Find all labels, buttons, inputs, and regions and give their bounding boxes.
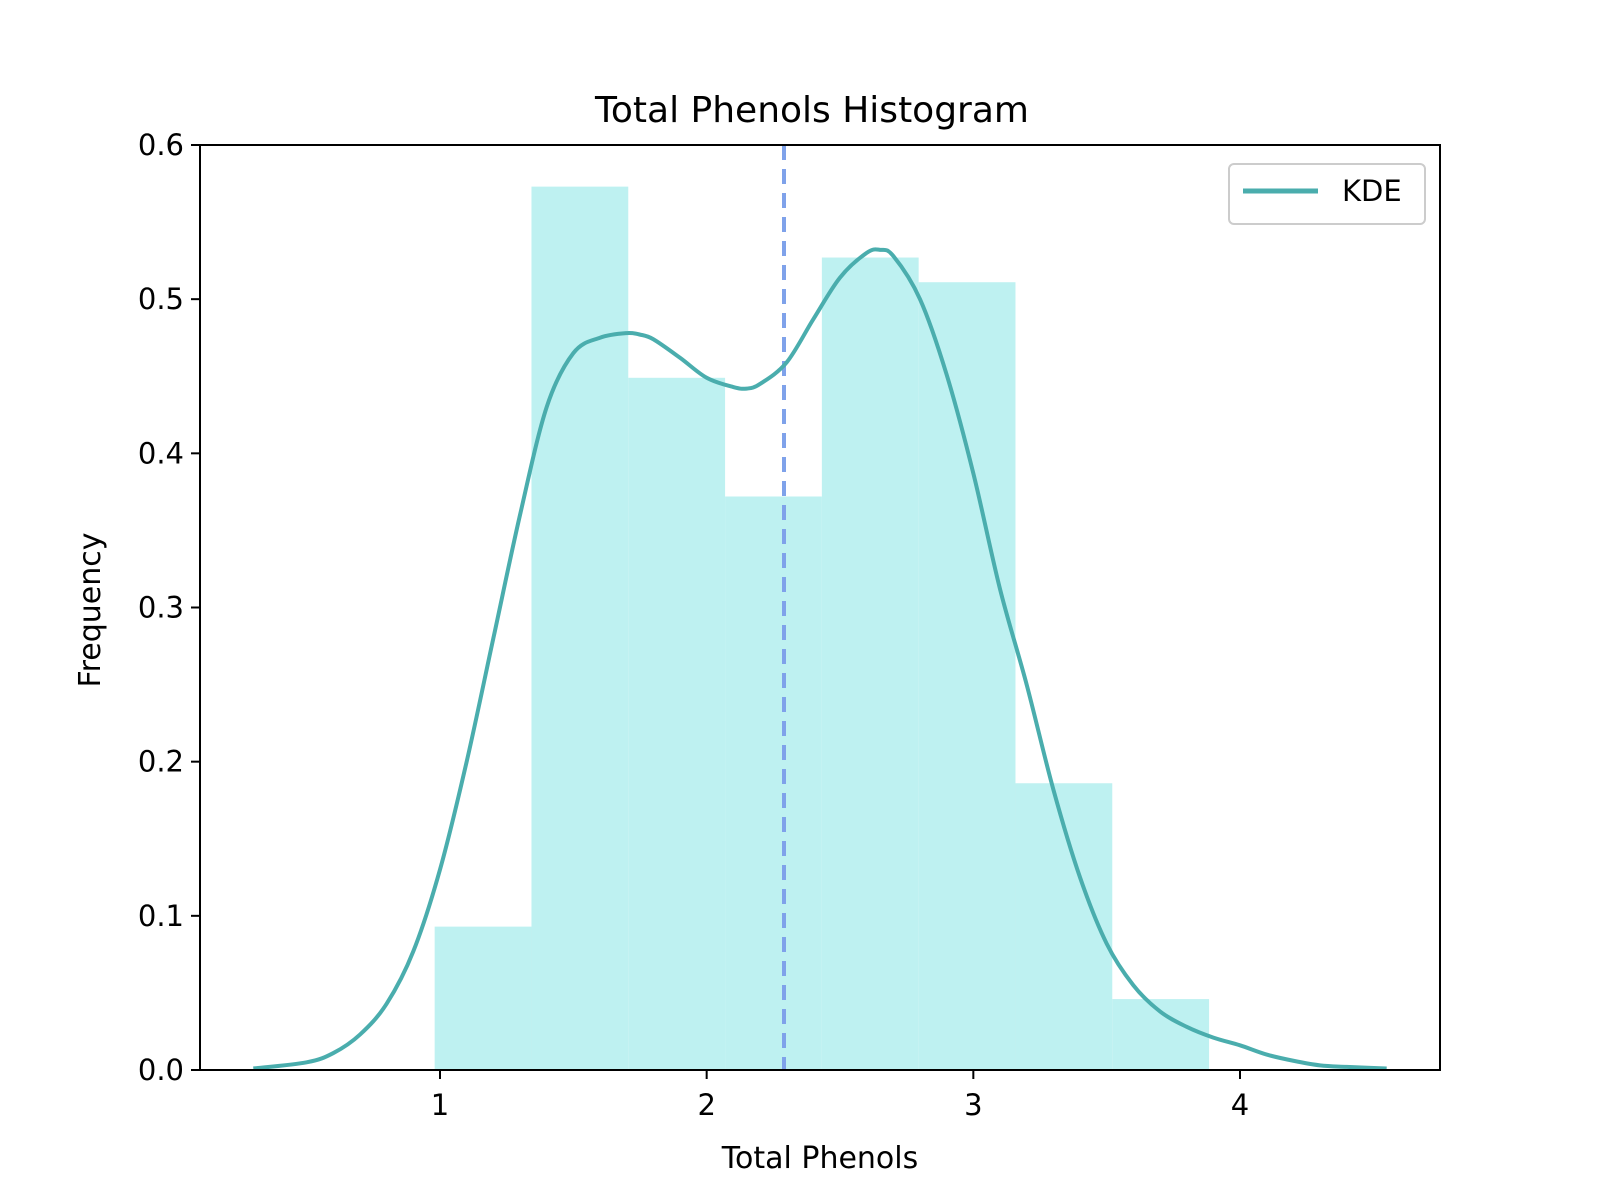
x-tick-label: 2 bbox=[697, 1088, 715, 1122]
kde-curve bbox=[253, 247, 1387, 1071]
histogram-bar bbox=[628, 377, 726, 1071]
y-tick-label: 0.3 bbox=[138, 591, 184, 625]
y-tick-label: 0.2 bbox=[138, 745, 184, 779]
y-tick-label: 0.4 bbox=[138, 436, 184, 470]
legend-box bbox=[1228, 163, 1426, 225]
legend: KDE bbox=[1228, 163, 1426, 225]
x-tick-label: 3 bbox=[964, 1088, 982, 1122]
x-tick-label: 4 bbox=[1231, 1088, 1249, 1122]
y-tick-label: 0.5 bbox=[138, 282, 184, 316]
y-tick-label: 0.1 bbox=[138, 899, 184, 933]
histogram-bar bbox=[531, 186, 629, 1070]
histogram-bar bbox=[434, 926, 532, 1070]
histogram-bars bbox=[434, 186, 1210, 1071]
y-axis-ticks: 0.0 0.1 0.2 0.3 0.4 0.5 0.6 bbox=[138, 128, 200, 1087]
legend-kde-label: KDE bbox=[1342, 174, 1402, 208]
x-tick-label: 1 bbox=[431, 1088, 449, 1122]
y-tick-label: 0.0 bbox=[138, 1053, 184, 1087]
y-tick-label: 0.6 bbox=[138, 128, 184, 162]
x-axis-title: Total Phenols bbox=[721, 1141, 919, 1176]
x-axis-ticks: 1 2 3 4 bbox=[431, 1070, 1249, 1122]
y-axis-title: Frequency bbox=[73, 533, 108, 688]
histogram-bar bbox=[725, 496, 822, 1070]
chart-title: Total Phenols Histogram bbox=[594, 90, 1029, 131]
histogram-bar bbox=[821, 257, 919, 1071]
histogram-bar bbox=[918, 282, 1016, 1070]
